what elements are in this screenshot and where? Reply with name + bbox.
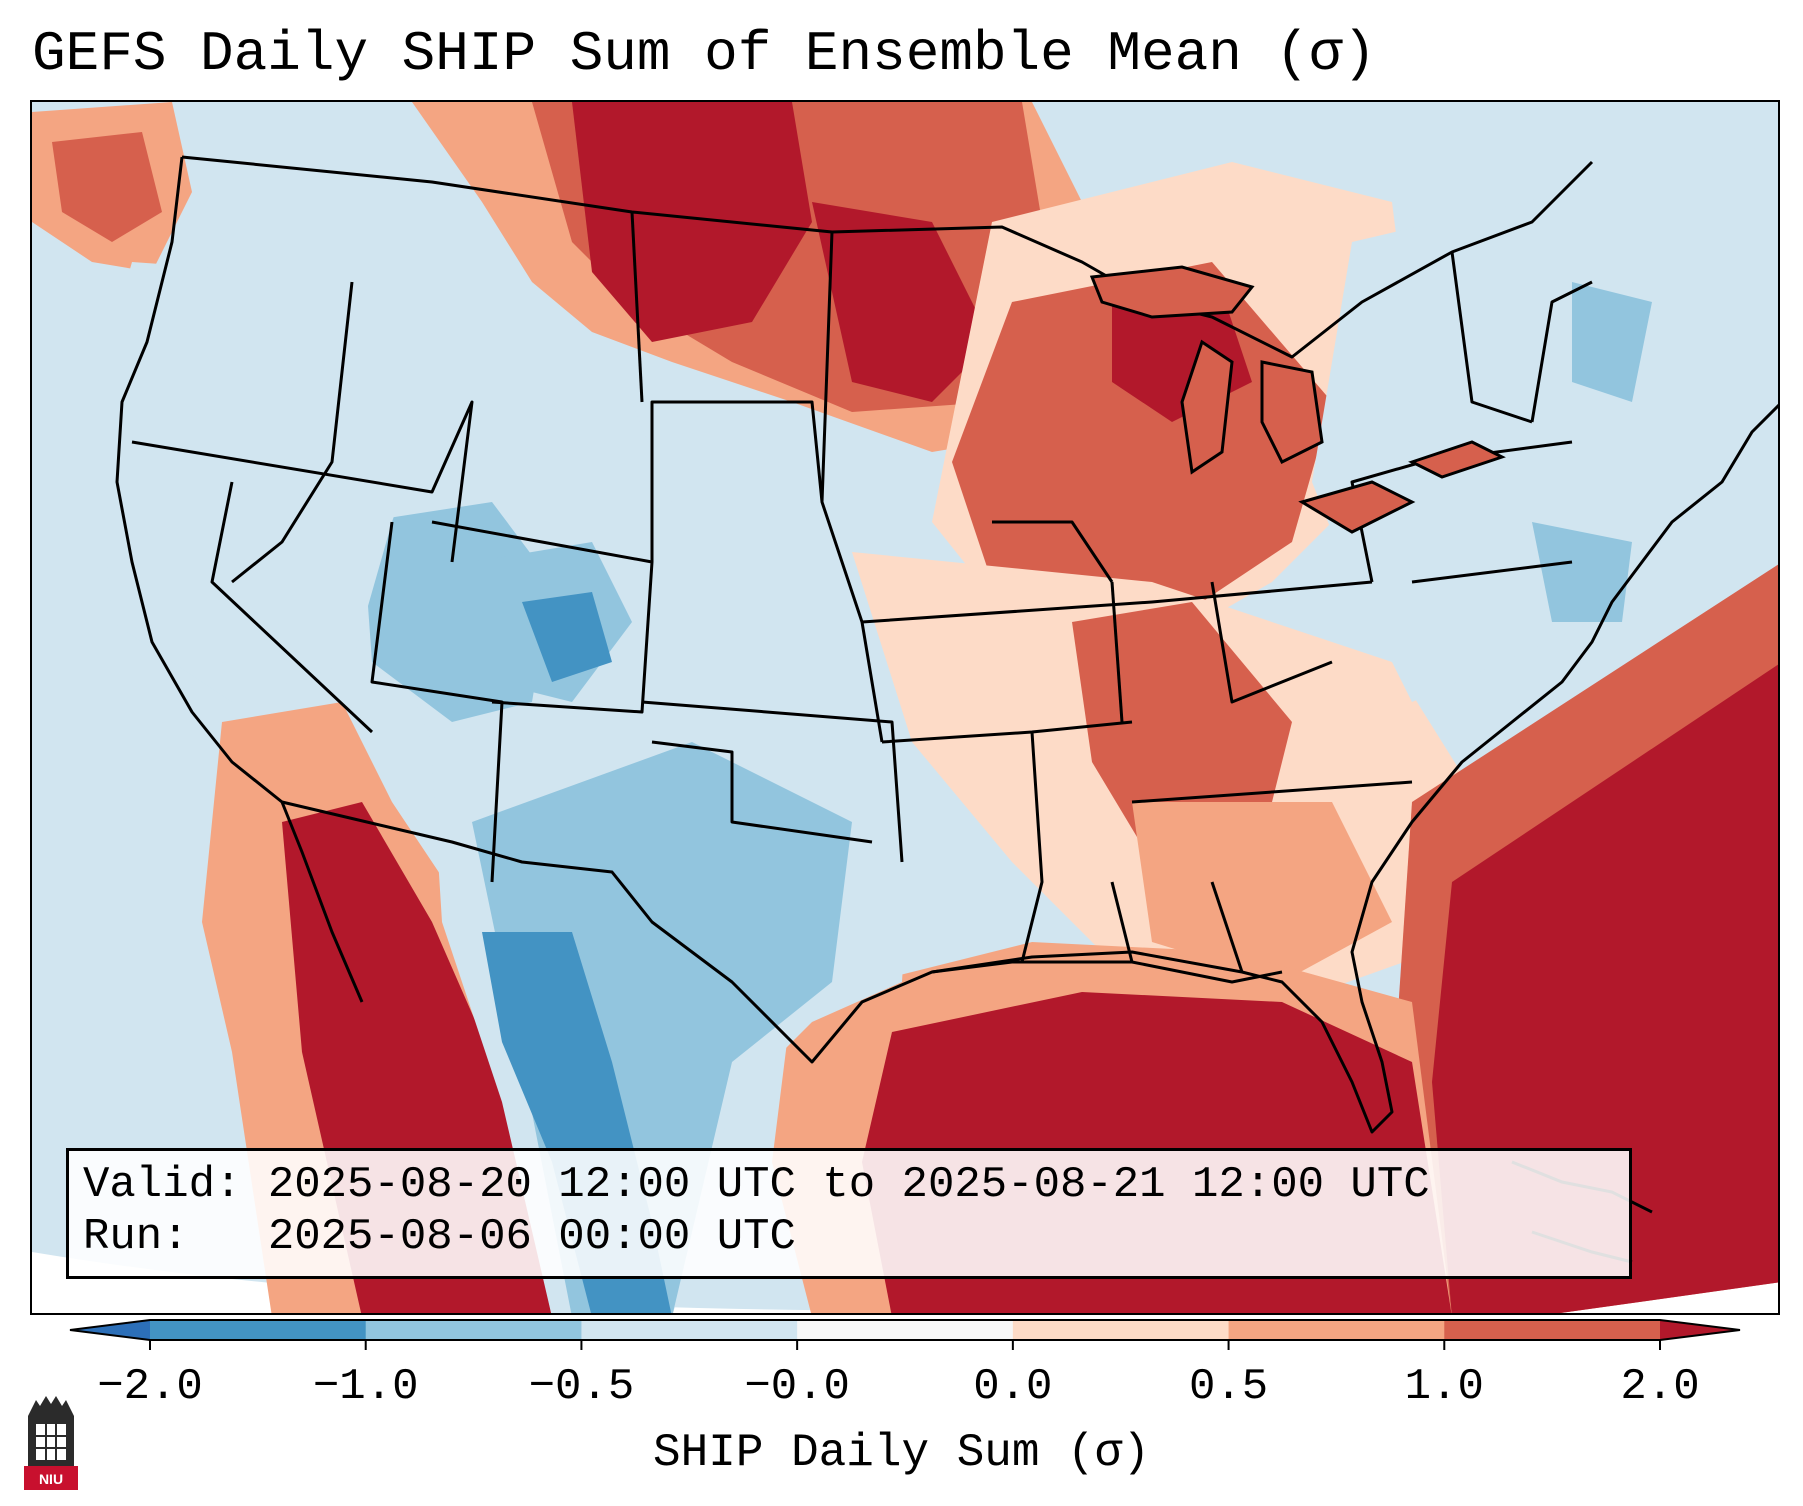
valid-run-box: Valid: 2025-08-20 12:00 UTC to 2025-08-2… <box>66 1148 1632 1279</box>
colorbar-tick-label: −2.0 <box>97 1362 203 1412</box>
colorbar-tick-label: −1.0 <box>312 1362 419 1412</box>
valid-row: Valid: 2025-08-20 12:00 UTC to 2025-08-2… <box>83 1159 1615 1211</box>
colorbar-bin <box>150 1320 367 1340</box>
run-value: 2025-08-06 00:00 UTC <box>267 1212 796 1262</box>
run-row: Run: 2025-08-06 00:00 UTC <box>83 1211 1615 1263</box>
colorbar-tick-label: 0.0 <box>973 1362 1053 1412</box>
colorbar-bin <box>1444 1320 1661 1340</box>
valid-label: Valid: <box>83 1160 242 1210</box>
valid-value: 2025-08-20 12:00 UTC to 2025-08-21 12:00… <box>267 1160 1430 1210</box>
colorbar-bin <box>797 1320 1014 1340</box>
colorbar-bin <box>1228 1320 1445 1340</box>
colorbar-bin <box>365 1320 582 1340</box>
colorbar-tick-label: −0.5 <box>528 1362 635 1412</box>
map-frame <box>30 100 1780 1315</box>
logo-text: NIU <box>39 1471 63 1487</box>
colorbar-tick-label: −0.0 <box>744 1362 850 1412</box>
colorbar-tick-label: 1.0 <box>1404 1362 1484 1412</box>
colorbar-tick-label: 2.0 <box>1620 1362 1700 1412</box>
colorbar-bin <box>1012 1320 1230 1340</box>
colorbar-under-arrow <box>70 1320 150 1340</box>
shaded-map <box>32 102 1778 1313</box>
run-label: Run: <box>83 1212 189 1262</box>
colorbar <box>69 1319 1741 1350</box>
colorbar-over-arrow <box>1660 1320 1740 1340</box>
colorbar-label: SHIP Daily Sum (σ) <box>653 1427 1150 1479</box>
niu-tower-icon: NIU <box>24 1396 78 1490</box>
colorbar-bin <box>581 1320 798 1340</box>
map-title: GEFS Daily SHIP Sum of Ensemble Mean (σ) <box>32 22 1377 86</box>
colorbar-tick-label: 0.5 <box>1188 1362 1269 1412</box>
